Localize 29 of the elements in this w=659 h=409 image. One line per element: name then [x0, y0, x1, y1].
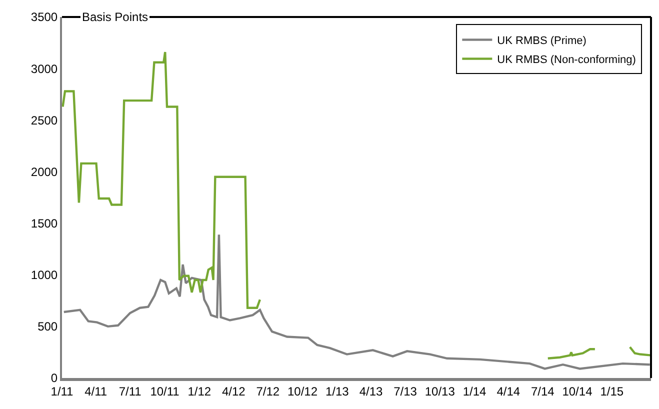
y-tick-label: 2000 — [30, 164, 58, 179]
x-tick-label: 4/11 — [84, 384, 108, 398]
y-axis-title: Basis Points — [82, 10, 148, 24]
x-tick-label: 10/13 — [424, 384, 456, 398]
x-tick-label: 4/12 — [222, 384, 246, 398]
y-tick-label: 2500 — [30, 113, 58, 128]
y-tick-label: 1000 — [30, 268, 58, 282]
x-tick-label: 7/12 — [256, 384, 280, 398]
x-tick-label: 7/13 — [394, 384, 418, 398]
x-tick-label: 1/15 — [600, 384, 624, 398]
x-tick-label: 1/14 — [462, 384, 486, 398]
x-tick-label: 7/11 — [118, 384, 142, 398]
x-tick-label: 4/13 — [359, 384, 383, 398]
x-tick-label: 10/12 — [287, 384, 318, 398]
x-tick-label: 4/14 — [496, 384, 520, 398]
x-tick-label: 1/12 — [188, 384, 212, 398]
line-series — [62, 234, 651, 370]
y-tick-label: 3500 — [30, 10, 58, 24]
y-tick-label: 3000 — [30, 62, 58, 76]
y-tick-label: 1500 — [30, 216, 58, 230]
legend-label: UK RMBS (Prime) — [497, 35, 586, 48]
x-tick-label: 1/11 — [50, 384, 74, 398]
x-tick-label: 10/14 — [562, 384, 593, 398]
y-tick-label: 500 — [38, 320, 58, 334]
legend-label: UK RMBS (Non-conforming) — [497, 54, 636, 66]
x-tick-label: 7/14 — [530, 384, 555, 398]
x-tick-label: 1/13 — [325, 384, 350, 398]
x-tick-label: 10/11 — [150, 384, 180, 398]
y-tick-label: 0 — [50, 371, 58, 386]
